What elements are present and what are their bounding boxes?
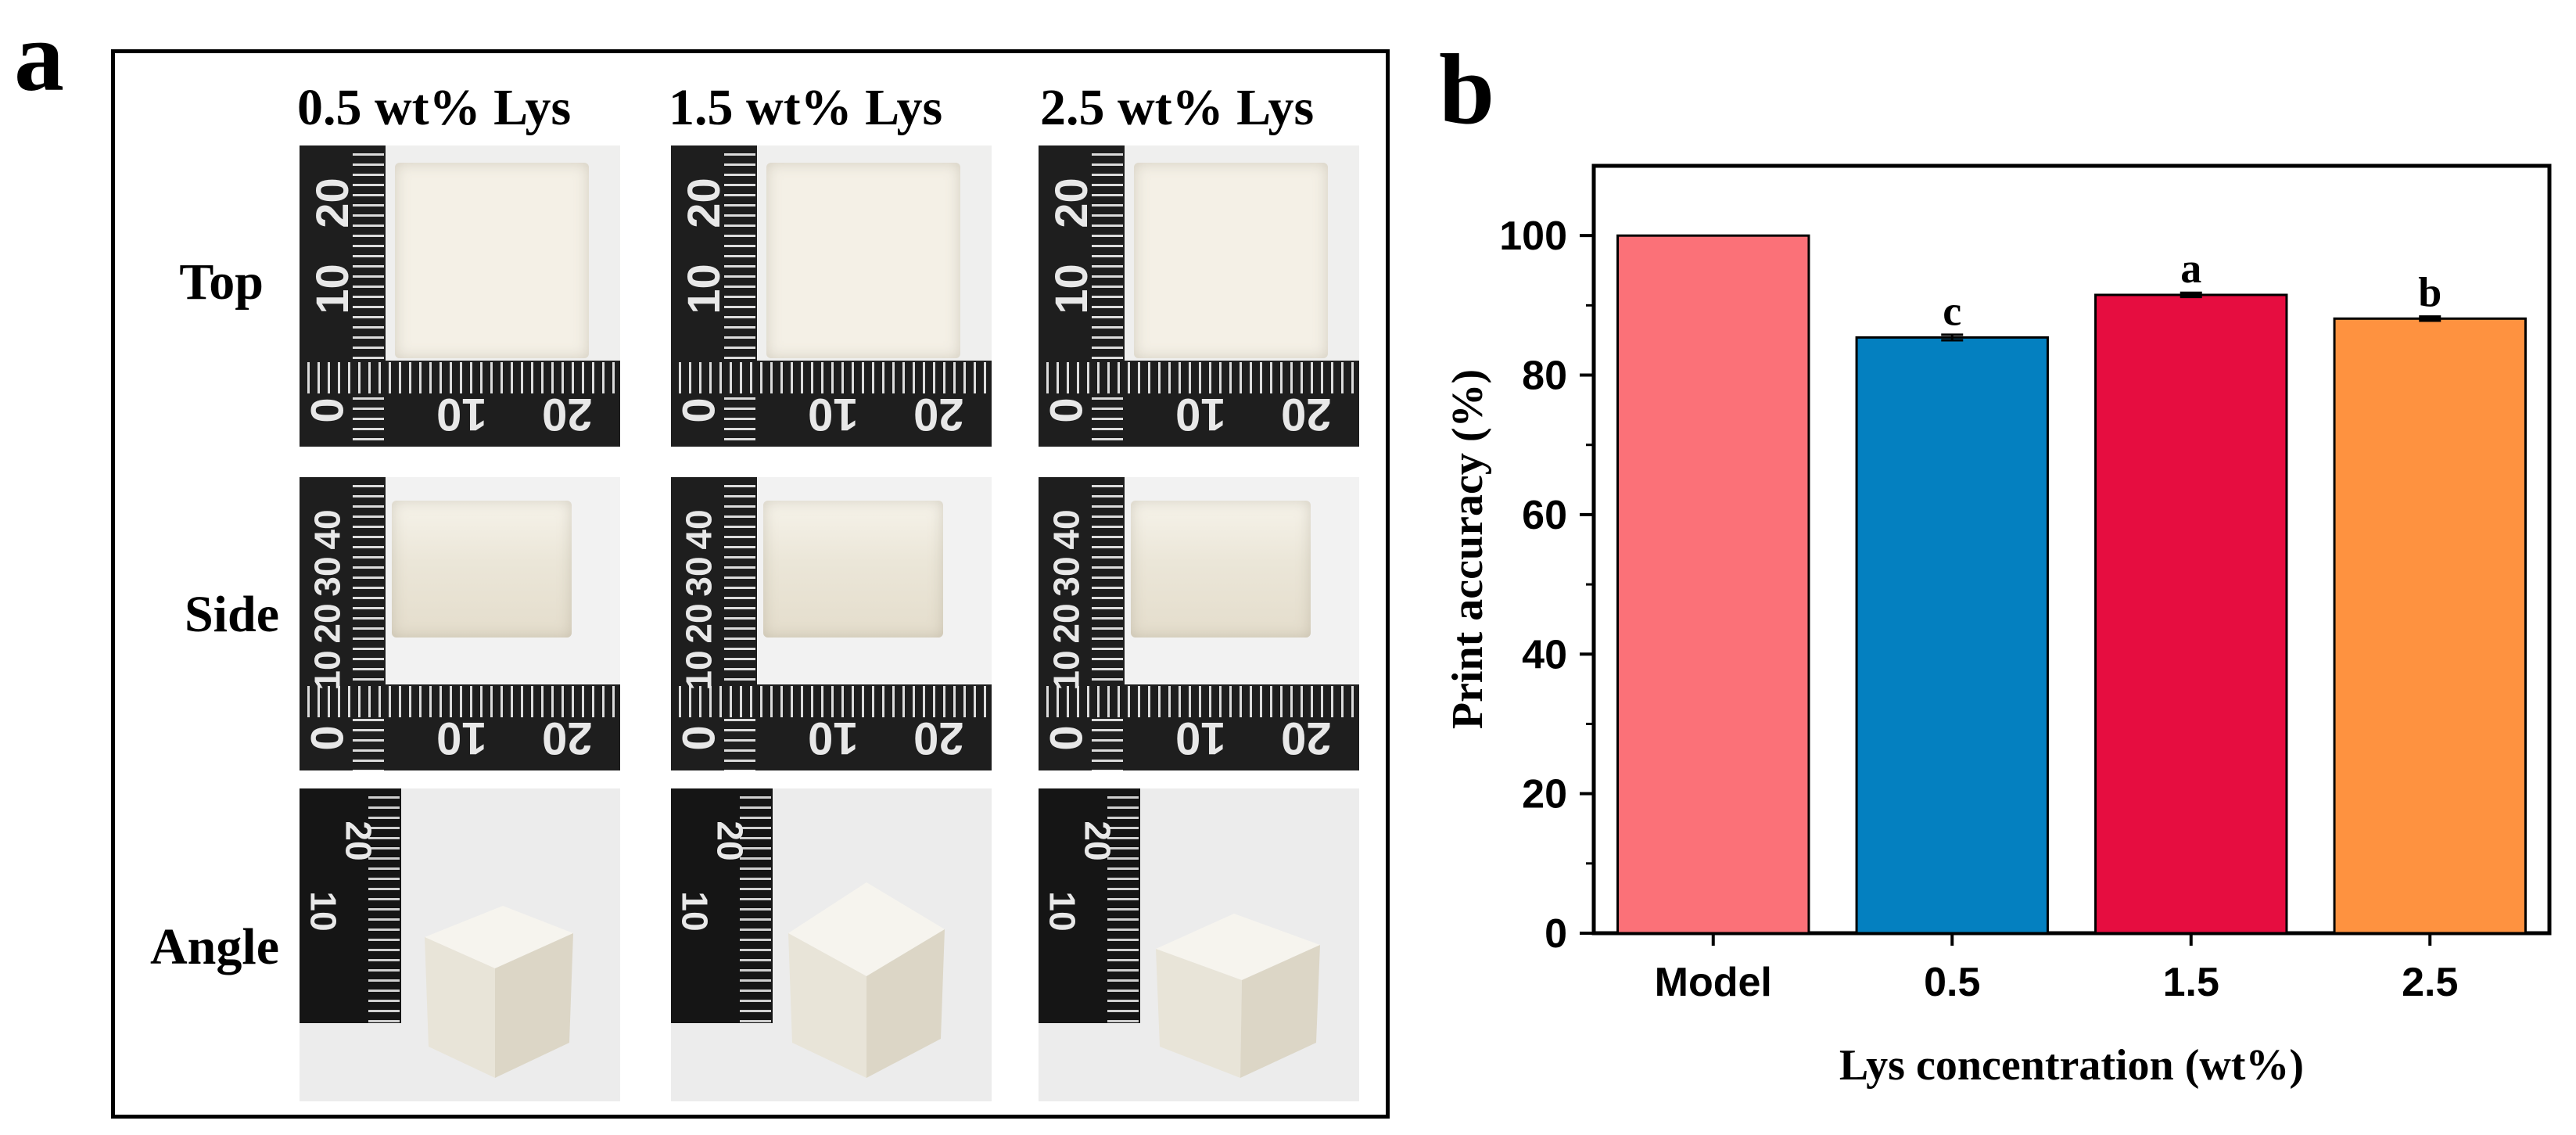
bar-2.5 xyxy=(2333,317,2527,935)
y-tick-label: 60 xyxy=(1522,493,1567,538)
bar-0.5 xyxy=(1855,336,2049,935)
x-tick-label: Model xyxy=(1655,960,1772,1005)
y-tick-label: 100 xyxy=(1499,214,1567,259)
x-axis-title: Lys concentration (wt%) xyxy=(1839,1041,2304,1090)
printed-cube xyxy=(425,906,573,1078)
y-tick-label: 0 xyxy=(1545,911,1567,957)
printed-cube xyxy=(788,882,945,1078)
y-tick-label: 20 xyxy=(1522,772,1567,817)
significance-label-1.5: a xyxy=(2180,245,2201,292)
y-tick-label: 40 xyxy=(1522,632,1567,677)
column-header-1-5: 1.5 wt% Lys xyxy=(669,79,943,136)
photo-angle-0-5: 20 10 xyxy=(300,788,620,1101)
row-header-top: Top xyxy=(179,253,264,311)
column-header-2-5: 2.5 wt% Lys xyxy=(1040,79,1315,136)
plot-frame xyxy=(1591,163,2552,936)
panel-b-letter: b xyxy=(1439,34,1495,145)
column-header-0-5: 0.5 wt% Lys xyxy=(297,79,572,136)
photo-side-0-5: 40 30 20 10 0 10 20 xyxy=(300,477,620,770)
printed-sample xyxy=(392,501,572,638)
printed-sample xyxy=(763,501,943,638)
photo-top-0-5: 20 10 0 10 20 xyxy=(300,145,620,447)
printed-sample xyxy=(1134,163,1328,358)
x-tick-label: 2.5 xyxy=(2402,960,2458,1005)
printed-cube xyxy=(1156,914,1320,1078)
printed-sample xyxy=(766,163,960,358)
significance-label-2.5: b xyxy=(2418,268,2441,315)
photo-side-2-5: 40 30 20 10 0 10 20 xyxy=(1039,477,1359,770)
photo-angle-2-5: 20 10 xyxy=(1039,788,1359,1101)
y-tick-label: 80 xyxy=(1522,354,1567,399)
row-header-side: Side xyxy=(184,586,279,643)
printed-sample xyxy=(395,163,589,358)
printed-sample xyxy=(1131,501,1311,638)
bar-Model xyxy=(1616,234,1810,935)
y-axis-title: Print accuracy (%) xyxy=(1444,369,1492,729)
error-bar-1.5 xyxy=(2180,291,2202,299)
row-header-angle: Angle xyxy=(150,918,279,975)
error-bar-2.5 xyxy=(2419,315,2441,322)
photo-angle-1-5: 20 10 xyxy=(671,788,992,1101)
error-bar-0.5 xyxy=(1941,333,1964,342)
x-tick-label: 0.5 xyxy=(1924,960,1980,1005)
photo-top-2-5: 20 10 0 10 20 xyxy=(1039,145,1359,447)
significance-label-0.5: c xyxy=(1943,287,1961,334)
photo-panel: 0.5 wt% Lys 1.5 wt% Lys 2.5 wt% Lys Top … xyxy=(111,49,1390,1119)
panel-a-letter: a xyxy=(14,1,64,112)
photo-side-1-5: 40 30 20 10 0 10 20 xyxy=(671,477,992,770)
bar-1.5 xyxy=(2094,293,2288,935)
photo-top-1-5: 20 10 0 10 20 xyxy=(671,145,992,447)
x-tick-label: 1.5 xyxy=(2163,960,2219,1005)
